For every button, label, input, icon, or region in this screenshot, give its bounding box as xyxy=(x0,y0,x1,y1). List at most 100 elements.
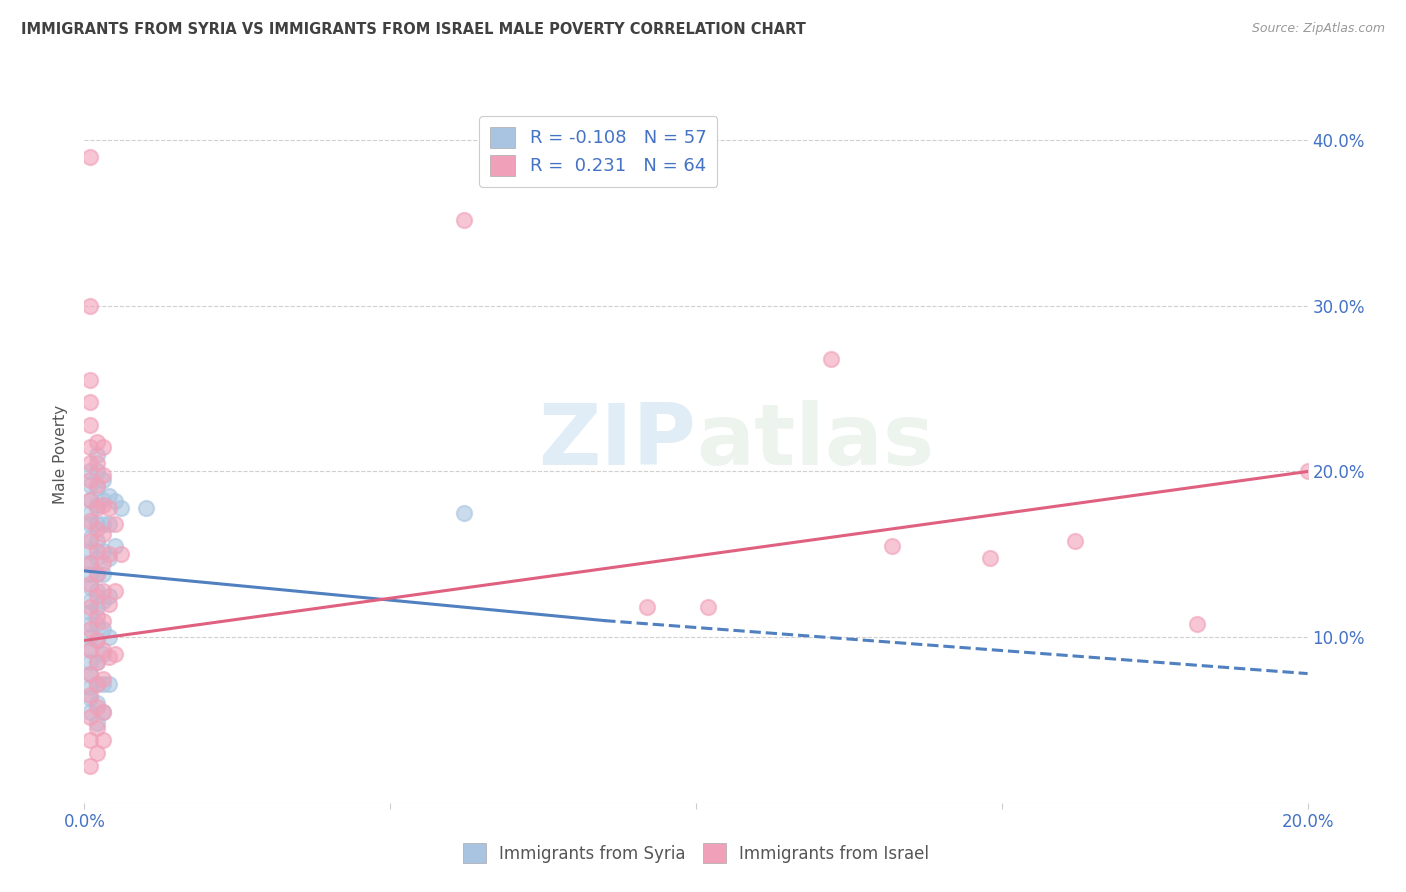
Point xyxy=(91,647,114,661)
Point xyxy=(91,732,114,747)
Point xyxy=(97,650,120,665)
Point xyxy=(97,550,120,565)
Point xyxy=(79,630,101,644)
Point xyxy=(79,395,101,409)
Point xyxy=(79,556,101,570)
Point xyxy=(79,534,101,549)
Point xyxy=(86,676,108,690)
Point xyxy=(79,641,101,656)
Point xyxy=(79,643,101,657)
Point xyxy=(86,456,108,470)
Point xyxy=(79,732,101,747)
Point xyxy=(97,597,120,611)
Point xyxy=(79,759,101,773)
Point xyxy=(91,556,114,570)
Point xyxy=(91,527,114,541)
Point xyxy=(79,373,101,387)
Point xyxy=(86,550,108,565)
Point xyxy=(86,517,108,532)
Point xyxy=(86,477,108,491)
Point xyxy=(86,655,108,669)
Point xyxy=(979,550,1001,565)
Point xyxy=(79,506,101,520)
Point xyxy=(86,676,108,690)
Point xyxy=(86,697,108,711)
Point xyxy=(79,531,101,545)
Point xyxy=(86,589,108,603)
Point xyxy=(697,600,720,615)
Point xyxy=(79,622,101,636)
Point xyxy=(86,534,108,549)
Point xyxy=(97,630,120,644)
Point xyxy=(79,514,101,528)
Point xyxy=(79,477,101,491)
Point xyxy=(86,544,108,558)
Point xyxy=(86,567,108,582)
Point xyxy=(110,500,132,515)
Point xyxy=(86,616,108,631)
Y-axis label: Male Poverty: Male Poverty xyxy=(53,405,69,505)
Point xyxy=(104,517,127,532)
Text: Source: ZipAtlas.com: Source: ZipAtlas.com xyxy=(1251,22,1385,36)
Point xyxy=(91,672,114,686)
Point xyxy=(1296,465,1319,479)
Point xyxy=(86,500,108,515)
Point xyxy=(79,456,101,470)
Point xyxy=(86,481,108,495)
Point xyxy=(820,351,842,366)
Point xyxy=(79,299,101,313)
Point xyxy=(79,655,101,669)
Point xyxy=(91,622,114,636)
Point xyxy=(97,500,120,515)
Text: IMMIGRANTS FROM SYRIA VS IMMIGRANTS FROM ISRAEL MALE POVERTY CORRELATION CHART: IMMIGRANTS FROM SYRIA VS IMMIGRANTS FROM… xyxy=(21,22,806,37)
Point xyxy=(91,517,114,532)
Point xyxy=(79,688,101,702)
Point xyxy=(79,616,101,631)
Point xyxy=(91,544,114,558)
Point xyxy=(880,539,903,553)
Point xyxy=(91,498,114,512)
Text: ZIP: ZIP xyxy=(538,400,696,483)
Point xyxy=(97,589,120,603)
Point xyxy=(86,716,108,731)
Point xyxy=(86,655,108,669)
Point xyxy=(91,705,114,719)
Point xyxy=(86,465,108,479)
Point xyxy=(86,721,108,735)
Point xyxy=(79,418,101,433)
Point xyxy=(91,593,114,607)
Point xyxy=(79,465,101,479)
Text: atlas: atlas xyxy=(696,400,934,483)
Point xyxy=(79,705,101,719)
Point xyxy=(104,494,127,508)
Point xyxy=(1187,616,1209,631)
Point xyxy=(79,593,101,607)
Point xyxy=(97,676,120,690)
Point xyxy=(79,666,101,681)
Point xyxy=(79,440,101,454)
Point xyxy=(79,581,101,595)
Point xyxy=(86,434,108,449)
Point xyxy=(91,440,114,454)
Point xyxy=(86,448,108,462)
Point xyxy=(79,666,101,681)
Point xyxy=(79,605,101,619)
Point xyxy=(453,506,475,520)
Point xyxy=(91,567,114,582)
Point xyxy=(110,547,132,561)
Point xyxy=(79,680,101,694)
Point xyxy=(86,610,108,624)
Point xyxy=(97,489,120,503)
Point xyxy=(104,539,127,553)
Point xyxy=(86,633,108,648)
Point xyxy=(86,746,108,760)
Point xyxy=(86,567,108,582)
Point xyxy=(91,676,114,690)
Point xyxy=(79,473,101,487)
Point xyxy=(97,547,120,561)
Point xyxy=(86,523,108,537)
Point xyxy=(1064,534,1087,549)
Point xyxy=(453,212,475,227)
Legend: Immigrants from Syria, Immigrants from Israel: Immigrants from Syria, Immigrants from I… xyxy=(454,835,938,871)
Point xyxy=(79,577,101,591)
